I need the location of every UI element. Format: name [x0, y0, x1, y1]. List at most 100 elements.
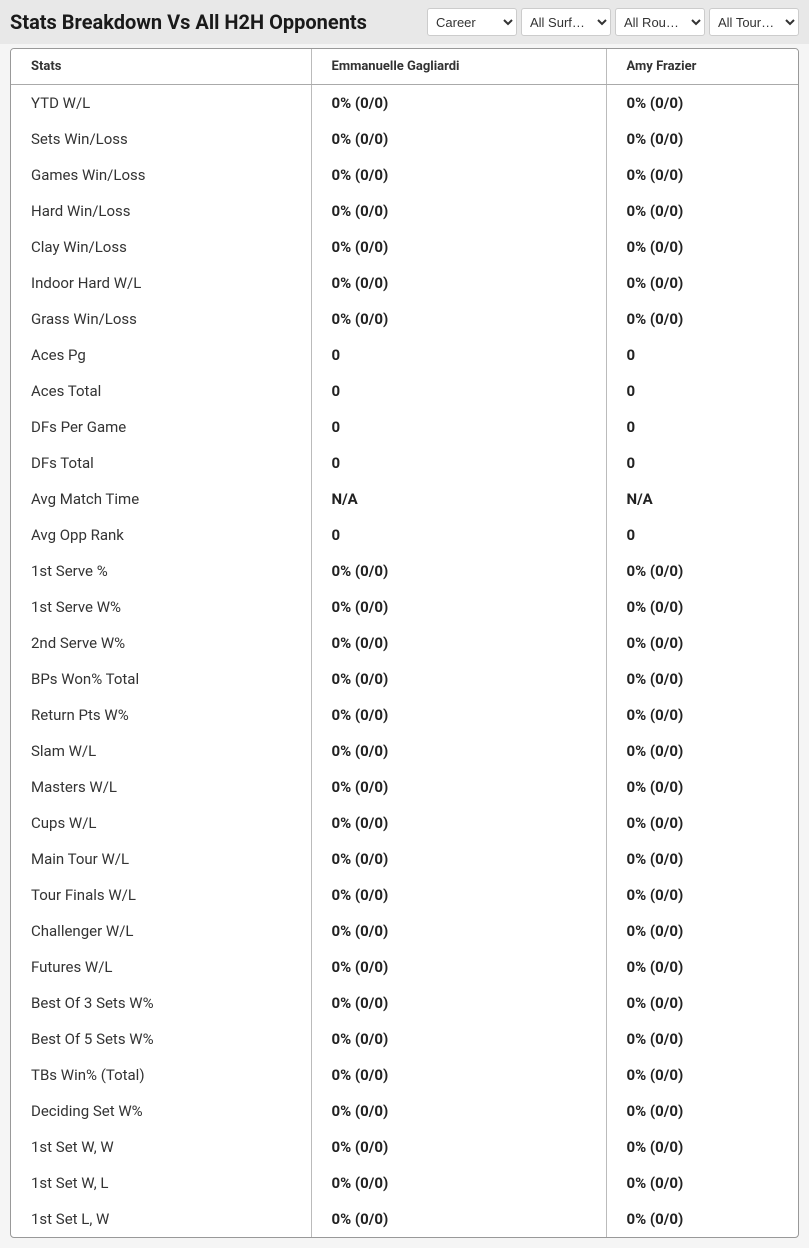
stat-label: DFs Total — [11, 445, 311, 481]
table-row: Aces Pg00 — [11, 337, 798, 373]
stat-label: Best Of 5 Sets W% — [11, 1021, 311, 1057]
header-bar: Stats Breakdown Vs All H2H Opponents Car… — [0, 0, 809, 44]
table-row: 1st Serve %0% (0/0)0% (0/0) — [11, 553, 798, 589]
table-row: Deciding Set W%0% (0/0)0% (0/0) — [11, 1093, 798, 1129]
stat-label: 2nd Serve W% — [11, 625, 311, 661]
player2-value: 0% (0/0) — [606, 841, 798, 877]
player1-value: 0 — [311, 337, 606, 373]
stat-label: Deciding Set W% — [11, 1093, 311, 1129]
player2-value: 0% (0/0) — [606, 589, 798, 625]
stat-label: Main Tour W/L — [11, 841, 311, 877]
player2-value: 0% (0/0) — [606, 661, 798, 697]
player1-value: 0% (0/0) — [311, 1201, 606, 1237]
col-header-player1: Emmanuelle Gagliardi — [311, 49, 606, 85]
table-row: 1st Set W, L0% (0/0)0% (0/0) — [11, 1165, 798, 1201]
table-row: BPs Won% Total0% (0/0)0% (0/0) — [11, 661, 798, 697]
table-row: 1st Set W, W0% (0/0)0% (0/0) — [11, 1129, 798, 1165]
stat-label: 1st Serve % — [11, 553, 311, 589]
table-row: Futures W/L0% (0/0)0% (0/0) — [11, 949, 798, 985]
player1-value: 0% (0/0) — [311, 85, 606, 122]
table-row: Slam W/L0% (0/0)0% (0/0) — [11, 733, 798, 769]
player1-value: 0% (0/0) — [311, 589, 606, 625]
player1-value: 0 — [311, 373, 606, 409]
player2-value: 0% (0/0) — [606, 733, 798, 769]
stat-label: Hard Win/Loss — [11, 193, 311, 229]
col-header-stats: Stats — [11, 49, 311, 85]
player1-value: 0% (0/0) — [311, 301, 606, 337]
period-select[interactable]: Career — [427, 8, 517, 36]
stat-label: Masters W/L — [11, 769, 311, 805]
stat-label: Avg Match Time — [11, 481, 311, 517]
stat-label: Cups W/L — [11, 805, 311, 841]
player2-value: 0% (0/0) — [606, 877, 798, 913]
player2-value: 0% (0/0) — [606, 985, 798, 1021]
player1-value: 0% (0/0) — [311, 1057, 606, 1093]
table-row: Avg Opp Rank00 — [11, 517, 798, 553]
player1-value: 0% (0/0) — [311, 733, 606, 769]
player2-value: 0% (0/0) — [606, 769, 798, 805]
stat-label: Aces Total — [11, 373, 311, 409]
table-row: Best Of 3 Sets W%0% (0/0)0% (0/0) — [11, 985, 798, 1021]
player2-value: 0% (0/0) — [606, 805, 798, 841]
table-row: Avg Match TimeN/AN/A — [11, 481, 798, 517]
table-row: Grass Win/Loss0% (0/0)0% (0/0) — [11, 301, 798, 337]
player2-value: 0% (0/0) — [606, 913, 798, 949]
filter-group: Career All Surf… All Rou… All Tour… — [427, 8, 799, 36]
player2-value: 0% (0/0) — [606, 157, 798, 193]
table-row: Aces Total00 — [11, 373, 798, 409]
table-row: DFs Per Game00 — [11, 409, 798, 445]
stats-table: Stats Emmanuelle Gagliardi Amy Frazier Y… — [11, 49, 798, 1237]
player2-value: 0 — [606, 409, 798, 445]
player1-value: 0 — [311, 409, 606, 445]
player1-value: 0 — [311, 517, 606, 553]
table-row: Cups W/L0% (0/0)0% (0/0) — [11, 805, 798, 841]
round-select[interactable]: All Rou… — [615, 8, 705, 36]
table-row: TBs Win% (Total)0% (0/0)0% (0/0) — [11, 1057, 798, 1093]
stat-label: BPs Won% Total — [11, 661, 311, 697]
tour-select[interactable]: All Tour… — [709, 8, 799, 36]
player2-value: 0 — [606, 445, 798, 481]
player1-value: 0% (0/0) — [311, 193, 606, 229]
stat-label: Aces Pg — [11, 337, 311, 373]
player1-value: 0% (0/0) — [311, 1165, 606, 1201]
page-title: Stats Breakdown Vs All H2H Opponents — [10, 10, 367, 34]
player1-value: 0% (0/0) — [311, 877, 606, 913]
player1-value: 0% (0/0) — [311, 625, 606, 661]
stat-label: Best Of 3 Sets W% — [11, 985, 311, 1021]
stat-label: 1st Set W, L — [11, 1165, 311, 1201]
player2-value: 0% (0/0) — [606, 265, 798, 301]
player2-value: N/A — [606, 481, 798, 517]
player2-value: 0% (0/0) — [606, 121, 798, 157]
stat-label: Sets Win/Loss — [11, 121, 311, 157]
player2-value: 0 — [606, 337, 798, 373]
stat-label: Tour Finals W/L — [11, 877, 311, 913]
player2-value: 0% (0/0) — [606, 1129, 798, 1165]
table-row: 2nd Serve W%0% (0/0)0% (0/0) — [11, 625, 798, 661]
player2-value: 0% (0/0) — [606, 1093, 798, 1129]
stat-label: Return Pts W% — [11, 697, 311, 733]
player1-value: 0% (0/0) — [311, 697, 606, 733]
table-row: Return Pts W%0% (0/0)0% (0/0) — [11, 697, 798, 733]
player1-value: 0% (0/0) — [311, 229, 606, 265]
player1-value: 0% (0/0) — [311, 553, 606, 589]
player2-value: 0% (0/0) — [606, 697, 798, 733]
player2-value: 0% (0/0) — [606, 1057, 798, 1093]
player2-value: 0 — [606, 517, 798, 553]
table-row: DFs Total00 — [11, 445, 798, 481]
player2-value: 0% (0/0) — [606, 229, 798, 265]
player2-value: 0% (0/0) — [606, 949, 798, 985]
table-row: Indoor Hard W/L0% (0/0)0% (0/0) — [11, 265, 798, 301]
stat-label: 1st Serve W% — [11, 589, 311, 625]
table-row: Best Of 5 Sets W%0% (0/0)0% (0/0) — [11, 1021, 798, 1057]
surface-select[interactable]: All Surf… — [521, 8, 611, 36]
table-row: Games Win/Loss0% (0/0)0% (0/0) — [11, 157, 798, 193]
player1-value: 0% (0/0) — [311, 121, 606, 157]
stat-label: Challenger W/L — [11, 913, 311, 949]
player1-value: 0% (0/0) — [311, 841, 606, 877]
player1-value: 0% (0/0) — [311, 1129, 606, 1165]
stats-tbody: YTD W/L0% (0/0)0% (0/0)Sets Win/Loss0% (… — [11, 85, 798, 1238]
stat-label: YTD W/L — [11, 85, 311, 122]
player2-value: 0% (0/0) — [606, 1165, 798, 1201]
player1-value: 0 — [311, 445, 606, 481]
stats-table-wrapper: Stats Emmanuelle Gagliardi Amy Frazier Y… — [10, 48, 799, 1238]
